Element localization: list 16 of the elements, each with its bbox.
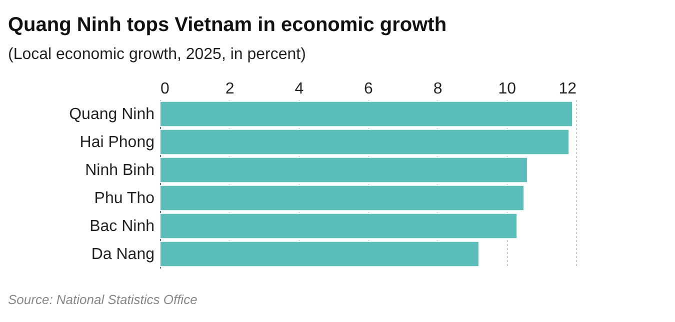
- x-tick-label: 8: [433, 80, 442, 98]
- x-tick-label: 4: [294, 80, 304, 98]
- chart-title: Quang Ninh tops Vietnam in economic growth: [8, 14, 447, 37]
- chart-subtitle: (Local economic growth, 2025, in percent): [8, 46, 306, 64]
- x-tick-label: 0: [160, 80, 170, 98]
- y-tick-label: Phu Tho: [94, 190, 155, 207]
- y-tick-label: Da Nang: [91, 246, 154, 263]
- x-tick-label: 2: [225, 80, 234, 98]
- y-tick-label: Hai Phong: [80, 134, 154, 151]
- y-tick-label: Ninh Binh: [85, 162, 154, 179]
- x-tick-label: 12: [558, 80, 577, 98]
- y-tick-label: Bac Ninh: [90, 218, 154, 235]
- source-note: Source: National Statistics Office: [8, 292, 198, 307]
- y-tick-label: Quang Ninh: [69, 106, 154, 123]
- x-tick-label: 10: [498, 80, 516, 98]
- x-tick-label: 6: [364, 80, 374, 98]
